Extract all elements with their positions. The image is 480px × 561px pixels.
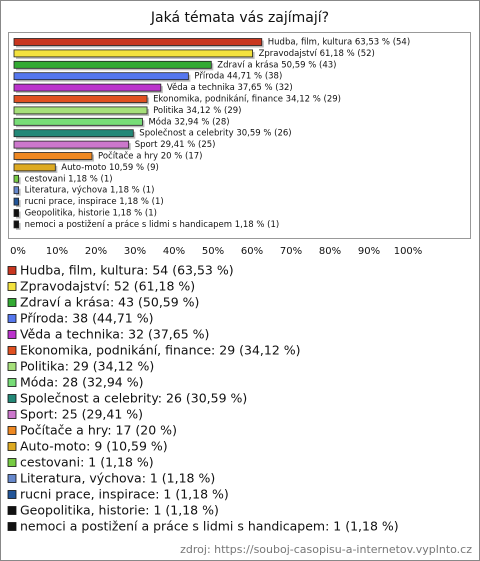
- bar: [13, 38, 263, 46]
- x-tick-label: 10%: [46, 246, 68, 257]
- legend-swatch: [7, 330, 17, 339]
- legend-swatch: [7, 458, 17, 467]
- legend-swatch: [7, 442, 17, 451]
- legend-label: Móda: 28 (32,94 %): [20, 375, 143, 390]
- x-tick-label: 80%: [319, 246, 341, 257]
- bar: [13, 129, 134, 138]
- legend-swatch: [7, 362, 17, 371]
- legend-label: nemoci a postižení a práce s lidmi s han…: [20, 519, 399, 534]
- source: zdroj: https://souboj-casopisu-a-interne…: [180, 543, 472, 556]
- bar: [13, 60, 212, 69]
- bar: [13, 209, 20, 217]
- legend-label: rucni prace, inspirace: 1 (1,18 %): [20, 487, 229, 502]
- legend-label: Společnost a celebrity: 26 (30,59 %): [20, 391, 247, 406]
- value-label: Geopolitika, historie 1,18 % (1): [25, 209, 157, 219]
- x-tick-label: 20%: [85, 246, 107, 257]
- bar: [13, 186, 20, 195]
- value-label: Zdraví a krása 50,59 % (43): [217, 60, 336, 70]
- legend-label: Literatura, výchova: 1 (1,18 %): [20, 471, 215, 486]
- value-label: Ekonomika, podnikání, finance 34,12 % (2…: [153, 95, 341, 105]
- legend-swatch: [7, 410, 17, 419]
- x-tick-label: 40%: [163, 246, 185, 257]
- x-tick-label: 30%: [124, 246, 146, 257]
- value-label: Auto-moto 10,59 % (9): [61, 163, 159, 173]
- x-tick-label: 70%: [280, 246, 302, 257]
- bar: [13, 197, 20, 206]
- legend-label: Zdraví a krása: 43 (50,59 %): [20, 295, 199, 310]
- legend-label: Počítače a hry: 17 (20 %): [20, 423, 177, 438]
- legend-swatch: [7, 314, 17, 323]
- bar: [13, 140, 130, 149]
- legend-swatch: [7, 394, 17, 403]
- bar: [13, 49, 254, 58]
- legend-swatch: [7, 490, 17, 499]
- legend-swatch: [7, 522, 17, 531]
- legend-label: Zpravodajství: 52 (61,18 %): [20, 279, 195, 294]
- x-tick-label: 100%: [394, 246, 423, 257]
- value-label: Móda 32,94 % (28): [148, 116, 229, 127]
- value-label: Literatura, výchova 1,18 % (1): [25, 186, 155, 196]
- value-label: Zpravodajství 61,18 % (52): [259, 49, 375, 59]
- bar: [13, 174, 20, 183]
- legend-label: Věda a technika: 32 (37,65 %): [20, 327, 209, 342]
- bar: [13, 152, 93, 160]
- legend-swatch: [7, 474, 17, 483]
- bar: [13, 106, 148, 115]
- chart-title: Jaká témata vás zajímají?: [150, 10, 329, 26]
- legend-label: cestovani: 1 (1,18 %): [20, 455, 154, 470]
- x-tick-label: 0%: [10, 246, 26, 257]
- legend-swatch: [7, 378, 17, 387]
- value-label: Politika 34,12 % (29): [153, 106, 241, 116]
- legend-label: Politika: 29 (34,12 %): [20, 359, 154, 374]
- value-label: Příroda 44,71 % (38): [194, 72, 282, 82]
- value-label: Počítače a hry 20 % (17): [98, 151, 202, 162]
- legend-swatch: [7, 506, 17, 515]
- bar: [13, 163, 56, 172]
- value-label: Věda a technika 37,65 % (32): [167, 83, 293, 93]
- legend-label: Hudba, film, kultura: 54 (63,53 %): [20, 263, 234, 278]
- value-label: nemoci a postižení a práce s lidmi s han…: [25, 220, 280, 230]
- legend-swatch: [7, 426, 17, 435]
- legend-label: Auto-moto: 9 (10,59 %): [20, 439, 168, 454]
- bar: [13, 117, 143, 126]
- bar: [13, 83, 162, 92]
- value-label: rucni prace, inspirace 1,18 % (1): [25, 197, 164, 207]
- value-label: Hudba, film, kultura 63,53 % (54): [268, 38, 410, 48]
- value-label: Společnost a celebrity 30,59 % (26): [139, 128, 291, 139]
- legend-swatch: [7, 298, 17, 307]
- bar: [13, 95, 148, 103]
- legend-label: Sport: 25 (29,41 %): [20, 407, 143, 422]
- legend-swatch: [7, 282, 17, 291]
- value-label: Sport 29,41 % (25): [135, 140, 216, 150]
- bar: [13, 72, 189, 81]
- legend-label: Příroda: 38 (44,71 %): [20, 311, 154, 326]
- value-label: cestovani 1,18 % (1): [25, 174, 113, 184]
- legend-swatch: [7, 266, 17, 275]
- x-tick-label: 50%: [202, 246, 224, 257]
- x-tick-label: 60%: [241, 246, 263, 257]
- legend-label: Geopolitika, historie: 1 (1,18 %): [20, 503, 219, 518]
- legend-swatch: [7, 346, 17, 355]
- bar: [13, 220, 20, 229]
- x-tick-label: 90%: [358, 246, 380, 257]
- legend-label: Ekonomika, podnikání, finance: 29 (34,12…: [20, 343, 301, 358]
